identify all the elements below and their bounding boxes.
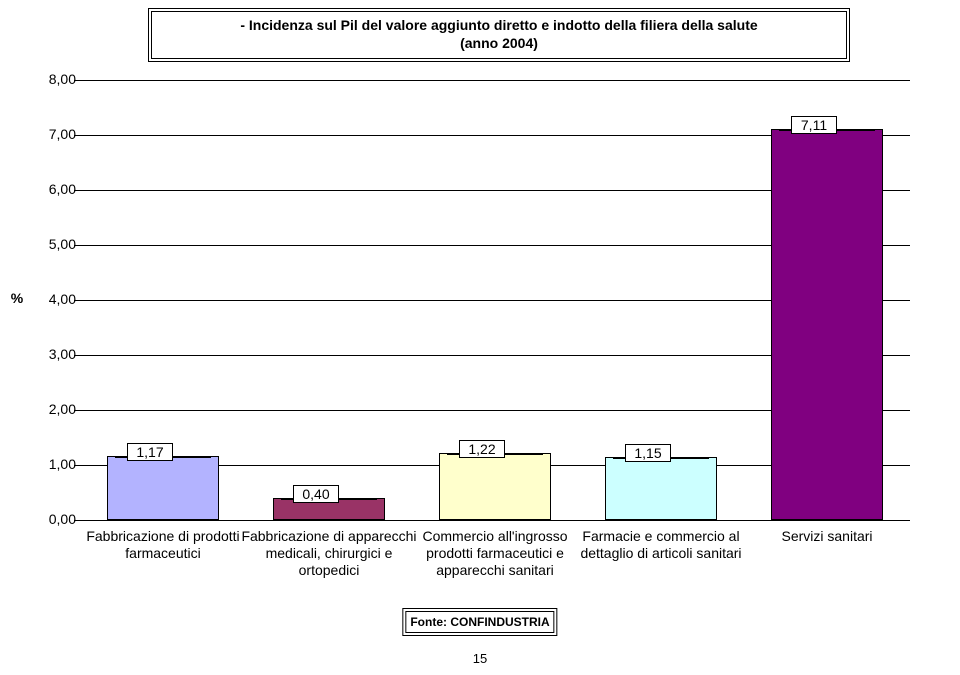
gridline [80, 80, 910, 81]
y-tick-label: 4,00 [28, 291, 76, 307]
y-tick-label: 3,00 [28, 346, 76, 362]
bar [107, 456, 219, 520]
y-tick-label: 2,00 [28, 401, 76, 417]
y-tick-label: 1,00 [28, 456, 76, 472]
chart-plot-area: 1,17 0,40 1,22 1,15 7,11 [80, 80, 910, 521]
bar-value-label: 0,40 [293, 485, 339, 503]
bar-value-label: 1,22 [459, 440, 505, 458]
bar [771, 129, 883, 520]
x-category-label: Servizi sanitari [738, 528, 916, 545]
page-number: 15 [473, 651, 487, 666]
chart-title-box: - Incidenza sul Pil del valore aggiunto … [148, 8, 850, 62]
chart-source-box: Fonte: CONFINDUSTRIA [402, 608, 557, 636]
bar-value-label: 1,15 [625, 444, 671, 462]
bar [439, 453, 551, 520]
bar-value-label: 1,17 [127, 443, 173, 461]
y-tick-label: 7,00 [28, 126, 76, 142]
x-category-label: Fabbricazione di apparecchi medicali, ch… [240, 528, 418, 578]
x-category-label: Farmacie e commercio al dettaglio di art… [572, 528, 750, 562]
bar [605, 457, 717, 520]
y-tick-label: 8,00 [28, 71, 76, 87]
y-tick-label: 5,00 [28, 236, 76, 252]
x-category-label: Commercio all'ingrosso prodotti farmaceu… [406, 528, 584, 578]
bar-value-label: 7,11 [791, 116, 837, 134]
y-tick-label: 0,00 [28, 511, 76, 527]
x-category-label: Fabbricazione di prodotti farmaceutici [74, 528, 252, 562]
page-root: - Incidenza sul Pil del valore aggiunto … [0, 0, 960, 675]
y-tick-label: 6,00 [28, 181, 76, 197]
y-axis-label: % [7, 290, 27, 306]
chart-title-line1: - Incidenza sul Pil del valore aggiunto … [158, 16, 840, 34]
chart-title-line2: (anno 2004) [158, 34, 840, 52]
